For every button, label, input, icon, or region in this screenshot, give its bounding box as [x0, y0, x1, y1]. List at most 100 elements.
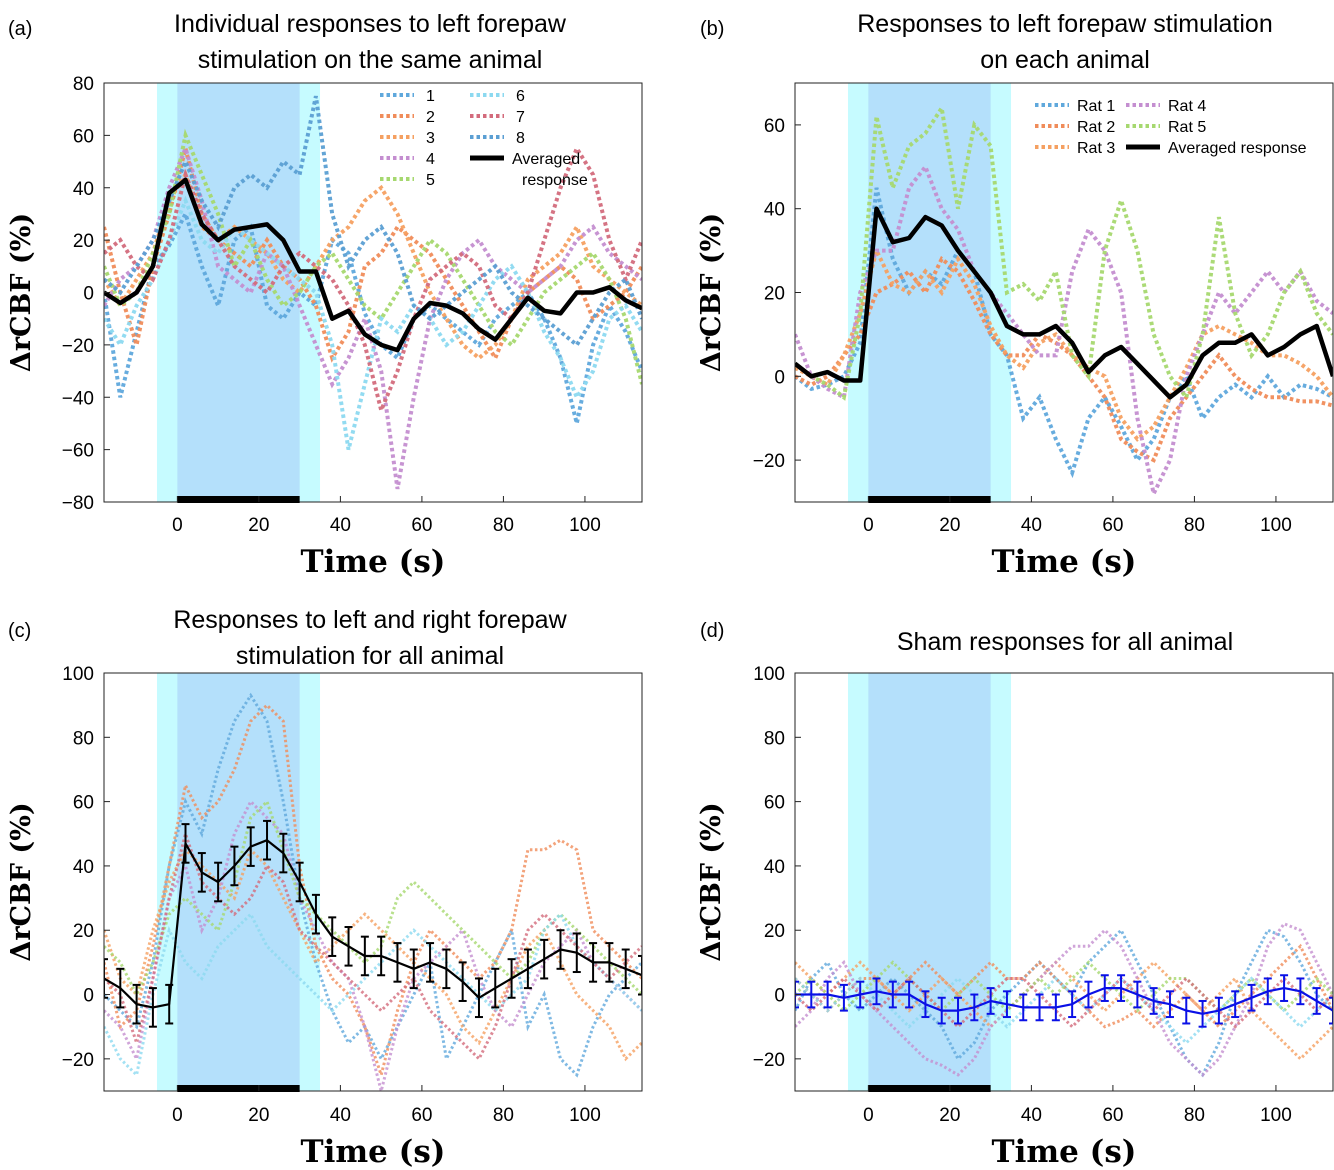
- error-bar: [888, 980, 897, 1009]
- legend-label: 5: [426, 172, 435, 189]
- error-bar: [523, 948, 532, 990]
- individual-series-line: [104, 799, 642, 1091]
- x-tick-label: 40: [1021, 1105, 1042, 1126]
- error-bar: [856, 980, 865, 1009]
- y-tick-label: 80: [73, 74, 94, 95]
- error-bar: [1182, 996, 1191, 1025]
- panel-title: Responses to left forepaw stimulation: [857, 10, 1273, 38]
- stimulation-band: [868, 83, 991, 502]
- x-tick-label: 80: [493, 515, 514, 536]
- stimulus-bar: [177, 496, 300, 503]
- error-bar: [1247, 983, 1256, 1012]
- y-tick-label: −40: [62, 388, 94, 409]
- x-tick-label: 40: [330, 515, 351, 536]
- individual-series-line: [795, 960, 1333, 1061]
- series-group: [795, 921, 1333, 1078]
- error-bar: [638, 954, 642, 996]
- error-bar: [377, 935, 386, 977]
- panel-2: 0 20 40 60 80 100 −20 0 20 40 60 Responses to left …: [696, 10, 1334, 580]
- x-tick-label: 100: [1260, 1105, 1292, 1126]
- error-bar: [132, 983, 141, 1025]
- error-bar: [393, 942, 402, 983]
- y-axis-label: ΔrCBF (%): [6, 802, 37, 961]
- panel-title: stimulation for all animal: [236, 642, 504, 670]
- y-axis-label: ΔrCBF (%): [696, 213, 727, 372]
- error-bar: [823, 980, 832, 1009]
- y-axis-label: ΔrCBF (%): [696, 802, 727, 961]
- y-tick-label: 20: [73, 921, 94, 942]
- series-group: [104, 95, 642, 490]
- individual-series-line: [104, 128, 642, 385]
- error-bar: [1133, 980, 1142, 1009]
- legend-label: Averaged: [512, 151, 580, 168]
- y-tick-label: 60: [764, 116, 785, 137]
- error-bar: [621, 948, 630, 990]
- individual-series-line: [104, 828, 642, 1062]
- panel-title: stimulation on the same animal: [198, 46, 543, 74]
- error-bar: [1149, 987, 1158, 1015]
- x-tick-label: 20: [939, 515, 960, 536]
- y-tick-label: 80: [73, 728, 94, 749]
- mean-series-line: [104, 177, 642, 353]
- error-bar: [1263, 977, 1272, 1006]
- individual-series-line: [795, 102, 1333, 402]
- x-tick-label: 60: [411, 515, 432, 536]
- error-bar: [937, 996, 946, 1025]
- x-tick-label: 60: [1102, 1105, 1123, 1126]
- mean-series-line: [795, 986, 1333, 1015]
- series-group: [104, 692, 642, 1091]
- panel-label: (a): [8, 18, 32, 40]
- error-bar: [1280, 974, 1289, 1002]
- individual-series-line: [104, 195, 642, 451]
- x-tick-label: 20: [939, 1105, 960, 1126]
- individual-series-line: [795, 244, 1333, 442]
- y-tick-label: 0: [774, 367, 785, 388]
- error-bar: [197, 852, 206, 893]
- error-bar: [795, 980, 799, 1009]
- panel-label: (d): [700, 620, 724, 642]
- error-bar: [458, 961, 467, 1002]
- panel-title: on each animal: [980, 46, 1150, 74]
- error-bar: [1068, 990, 1077, 1019]
- x-tick-label: 60: [1102, 515, 1123, 536]
- legend-label: 7: [516, 109, 525, 126]
- y-tick-label: −20: [62, 1050, 94, 1071]
- x-tick-label: 0: [172, 1105, 183, 1126]
- stimulus-bar: [868, 496, 991, 503]
- error-bar: [474, 977, 483, 1019]
- x-tick-label: 40: [1021, 515, 1042, 536]
- x-tick-label: 80: [1184, 1105, 1205, 1126]
- individual-series-line: [104, 95, 642, 348]
- error-bar: [556, 929, 565, 970]
- error-bar: [230, 845, 239, 887]
- error-bar: [1084, 980, 1093, 1009]
- x-tick-label: 60: [411, 1105, 432, 1126]
- error-bar: [491, 967, 500, 1009]
- x-tick-label: 0: [863, 515, 874, 536]
- y-tick-label: 80: [764, 728, 785, 749]
- individual-series-line: [104, 144, 642, 417]
- error-bar: [589, 942, 598, 983]
- legend-label: Rat 1: [1077, 98, 1115, 115]
- y-tick-label: −20: [753, 1050, 785, 1071]
- panel-title: Responses to left and right forepaw: [173, 606, 567, 634]
- legend-label: 3: [426, 130, 435, 147]
- legend-label: 8: [516, 130, 525, 147]
- y-tick-label: 20: [764, 921, 785, 942]
- panel-title: Individual responses to left forepaw: [174, 10, 567, 38]
- y-tick-label: 0: [774, 986, 785, 1007]
- x-tick-label: 100: [569, 1105, 601, 1126]
- y-tick-label: 60: [73, 793, 94, 814]
- x-tick-label: 20: [248, 1105, 269, 1126]
- y-tick-label: 40: [764, 200, 785, 221]
- series-group: [795, 102, 1333, 500]
- error-bar: [1214, 996, 1223, 1025]
- y-tick-label: 20: [764, 284, 785, 305]
- legend: 1 2 3 4 5 6 7 8 Averaged response: [380, 88, 588, 189]
- x-tick-label: 40: [330, 1105, 351, 1126]
- legend-label: Averaged response: [1168, 140, 1307, 157]
- panel-label: (b): [700, 18, 724, 40]
- legend-label: Rat 4: [1168, 98, 1206, 115]
- error-bar: [905, 980, 914, 1009]
- stimulation-band: [868, 673, 991, 1091]
